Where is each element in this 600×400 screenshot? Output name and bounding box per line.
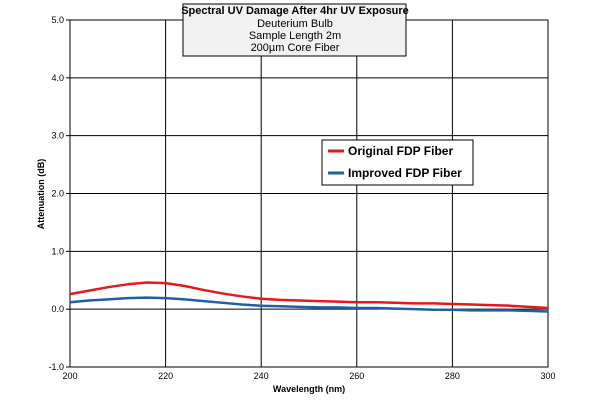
y-tick-label: 1.0 bbox=[51, 246, 64, 256]
series-lines bbox=[69, 281, 549, 313]
x-tick-label: 280 bbox=[445, 371, 460, 381]
chart-subtitle-line-3: 200µm Core Fiber bbox=[251, 42, 340, 54]
y-tick-label: 0.0 bbox=[51, 304, 64, 314]
y-tick-label: 2.0 bbox=[51, 189, 64, 199]
x-axis-title: Wavelength (nm) bbox=[273, 384, 345, 394]
y-tick-label: 3.0 bbox=[51, 131, 64, 141]
series-line-improved bbox=[69, 296, 549, 313]
chart-title: Spectral UV Damage After 4hr UV Exposure bbox=[181, 5, 409, 17]
x-tick-label: 260 bbox=[349, 371, 364, 381]
legend-label-original: Original FDP Fiber bbox=[348, 144, 453, 158]
x-tick-label: 220 bbox=[158, 371, 173, 381]
x-tick-label: 240 bbox=[254, 371, 269, 381]
title-box bbox=[182, 3, 407, 57]
legend-box bbox=[321, 139, 474, 186]
y-tick-label: -1.0 bbox=[48, 362, 64, 372]
chart-subtitle-line-2: Sample Length 2m bbox=[249, 30, 341, 42]
tick-labels: 200 220 240 260 280 300 -1.0 0.0 1.0 2.0 3.0 4.0 5.0 bbox=[48, 15, 555, 381]
legend: Original FDP Fiber Improved FDP Fiber bbox=[321, 139, 474, 186]
y-axis-title: Attenuation (dB) bbox=[36, 159, 46, 229]
series-line-original bbox=[69, 281, 549, 310]
y-tick-label: 5.0 bbox=[51, 15, 64, 25]
legend-label-improved: Improved FDP Fiber bbox=[348, 166, 462, 180]
x-tick-label: 200 bbox=[62, 371, 77, 381]
chart-subtitle-line-1: Deuterium Bulb bbox=[257, 18, 333, 30]
x-tick-label: 300 bbox=[540, 371, 555, 381]
y-tick-label: 4.0 bbox=[51, 73, 64, 83]
